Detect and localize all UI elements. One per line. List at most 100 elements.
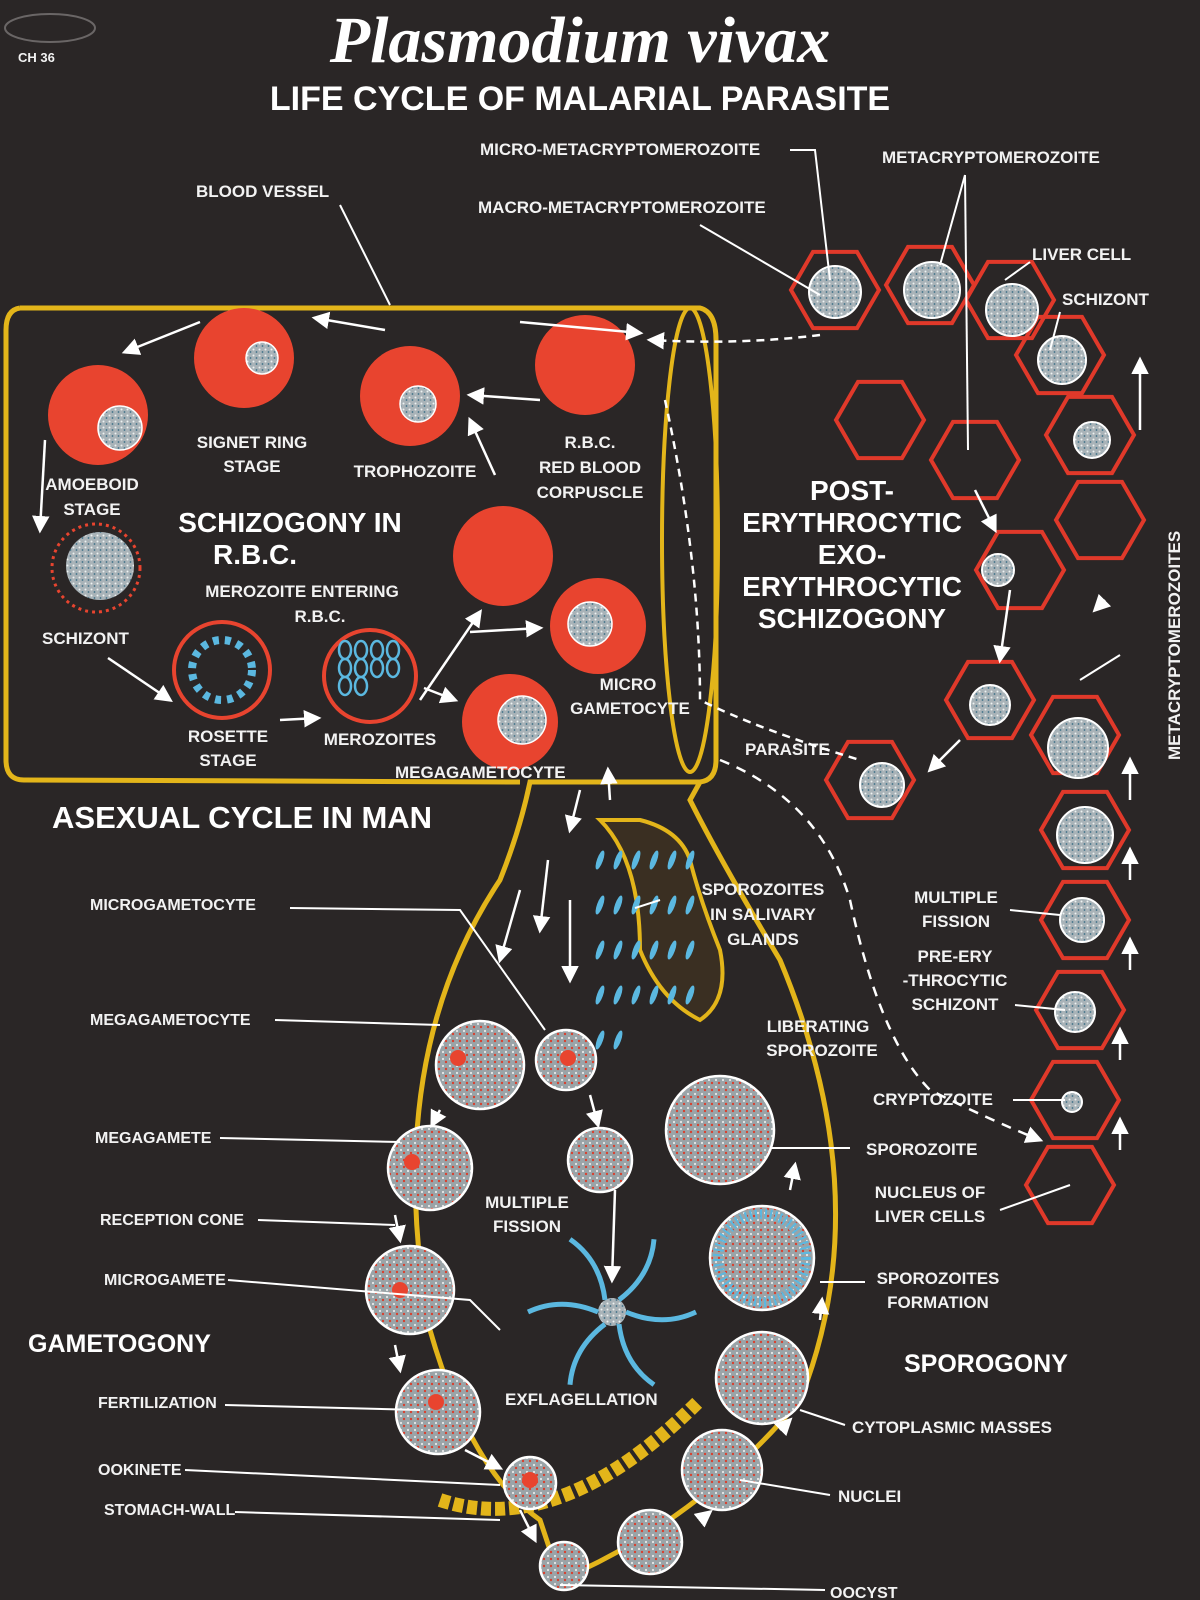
sporozoite-24	[595, 1030, 605, 1050]
arrow-13	[927, 739, 961, 773]
vessel-lumen	[660, 306, 720, 774]
cytoplasmic-circle	[714, 1330, 810, 1426]
parasite-body-2	[97, 405, 143, 451]
arrow-9	[423, 686, 459, 704]
arrow-24	[693, 1509, 713, 1528]
sporozoite-6	[595, 895, 605, 915]
arrow-34	[532, 859, 551, 934]
schizont-rbc-body	[66, 532, 134, 600]
arrow-35	[495, 889, 522, 964]
sporozoite-1	[613, 850, 623, 870]
nuclei-circle	[680, 1428, 764, 1512]
arrow-5	[418, 609, 482, 701]
publisher-logo	[4, 13, 96, 43]
exflagellation-body	[598, 1298, 626, 1326]
multiple-fission-circle	[566, 1126, 634, 1194]
label-megagametocyte: MEGAGAMETOCYTE	[90, 1012, 251, 1029]
nucleus-dot-1	[560, 1050, 576, 1066]
sporozoite-16	[667, 940, 677, 960]
label-gametogony: GAMETOGONY	[28, 1330, 211, 1358]
label-nuclei: NUCLEI	[838, 1487, 901, 1506]
merozoite-8	[337, 675, 353, 697]
liver-cell-4	[1043, 394, 1137, 476]
label-schizont-liver: SCHIZONT	[1062, 290, 1150, 309]
oocyst-small-circle	[538, 1540, 590, 1592]
parasite-body-3	[567, 601, 613, 647]
sporozoite-14	[631, 940, 641, 960]
liver-schizont-11	[1054, 991, 1096, 1033]
label-exflagellation: EXFLAGELLATION	[505, 1390, 658, 1409]
label-sporozoites-salivary: SPOROZOITES IN SALIVARY GLANDS	[702, 880, 825, 949]
rosette-merozoites	[188, 636, 256, 704]
fertilization-circle	[394, 1368, 482, 1456]
arrow-32	[600, 766, 618, 801]
label-stomach-wall: STOMACH-WALL	[104, 1502, 235, 1519]
label-signet-ring: SIGNET RING STAGE	[197, 433, 308, 476]
liver-cell-10	[823, 739, 917, 821]
label-merozoites: MEROZOITES	[324, 730, 436, 749]
flagellum-1	[616, 1323, 656, 1387]
liver-schizont-2	[985, 283, 1039, 337]
label-sporogony: SPOROGONY	[904, 1350, 1068, 1378]
label-fertilization: FERTILIZATION	[98, 1395, 217, 1412]
liver-cell-12	[1038, 789, 1132, 871]
label-micro-metacryptomerozoite: MICRO-METACRYPTOMEROZOITE	[480, 140, 760, 159]
path-dashed-vessel	[663, 399, 861, 762]
path-dashed-sporozoite	[719, 758, 1044, 1143]
liver-cell-16	[1023, 1144, 1117, 1226]
fertilization-top-circle	[364, 1244, 456, 1336]
label-liberating: LIBERATING SPOROZOITE	[766, 1017, 877, 1060]
liver-cell-6	[833, 379, 927, 461]
arrow-29	[388, 1344, 406, 1374]
sporozoite-0	[595, 850, 605, 870]
label-trophozoite: TROPHOZOITE	[354, 462, 477, 481]
arrow-6	[466, 387, 541, 405]
flagellum-4	[568, 1237, 608, 1301]
liver-schizont-6	[969, 684, 1011, 726]
arrow-15	[1092, 593, 1112, 613]
sporozoite-12	[595, 940, 605, 960]
liver-cell-5	[1053, 479, 1147, 561]
liver-cell-9	[943, 659, 1037, 741]
arrow-1	[121, 320, 201, 355]
sporozoite-7	[613, 895, 623, 915]
rbc-entry-cell	[453, 506, 553, 606]
flagellum-0	[625, 1309, 698, 1323]
liver-cell-11	[1028, 694, 1122, 776]
rbc-cell	[535, 315, 635, 415]
liver-schizont-7	[859, 762, 905, 808]
leader-lines	[184, 149, 1121, 1591]
liver-cell-14	[1033, 969, 1127, 1051]
label-cytoplasmic-masses: CYTOPLASMIC MASSES	[852, 1418, 1052, 1437]
stomach-wall-band	[437, 1395, 705, 1516]
arrow-26	[430, 1108, 447, 1129]
sporozoite-25	[613, 1030, 623, 1050]
oocyst-circle	[616, 1508, 684, 1576]
diagram-subtitle: LIFE CYCLE OF MALARIAL PARASITE	[270, 80, 890, 118]
arrow-11	[973, 489, 997, 534]
arrow-25	[603, 1189, 622, 1284]
arrow-0	[311, 311, 386, 332]
label-schizogony: SCHIZOGONY IN R.B.C.	[178, 507, 402, 570]
label-parasite: PARASITE	[745, 740, 830, 759]
label-reception-cone: RECEPTION CONE	[100, 1212, 244, 1229]
sporozoite-11	[685, 895, 695, 915]
label-schizont-rbc: SCHIZONT	[42, 629, 130, 648]
arrow-21	[783, 1161, 801, 1191]
arrow-3	[107, 656, 173, 702]
sporozoite-2	[631, 850, 641, 870]
label-macro-metacryptomerozoite: MACRO-METACRYPTOMEROZOITE	[478, 198, 766, 217]
sporozoite-10	[667, 895, 677, 915]
parasite-body-1	[399, 385, 437, 423]
liver-schizont-4	[1073, 421, 1111, 459]
nucleus-dot-4	[428, 1394, 444, 1410]
label-asexual-cycle: ASEXUAL CYCLE IN MAN	[52, 800, 432, 835]
merozoite-9	[353, 675, 369, 697]
liver-schizont-9	[1056, 806, 1114, 864]
liver-cell-3	[1013, 314, 1107, 396]
label-metacryptomerozoites-vertical: METACRYPTOMEROZOITES	[1165, 531, 1184, 760]
sporozoite-4	[667, 850, 677, 870]
liver-cell-13	[1038, 879, 1132, 961]
label-post-erythrocytic: POST-ERYTHROCYTIC EXO-ERYTHROCYTIC SCHIZOG…	[742, 475, 962, 634]
